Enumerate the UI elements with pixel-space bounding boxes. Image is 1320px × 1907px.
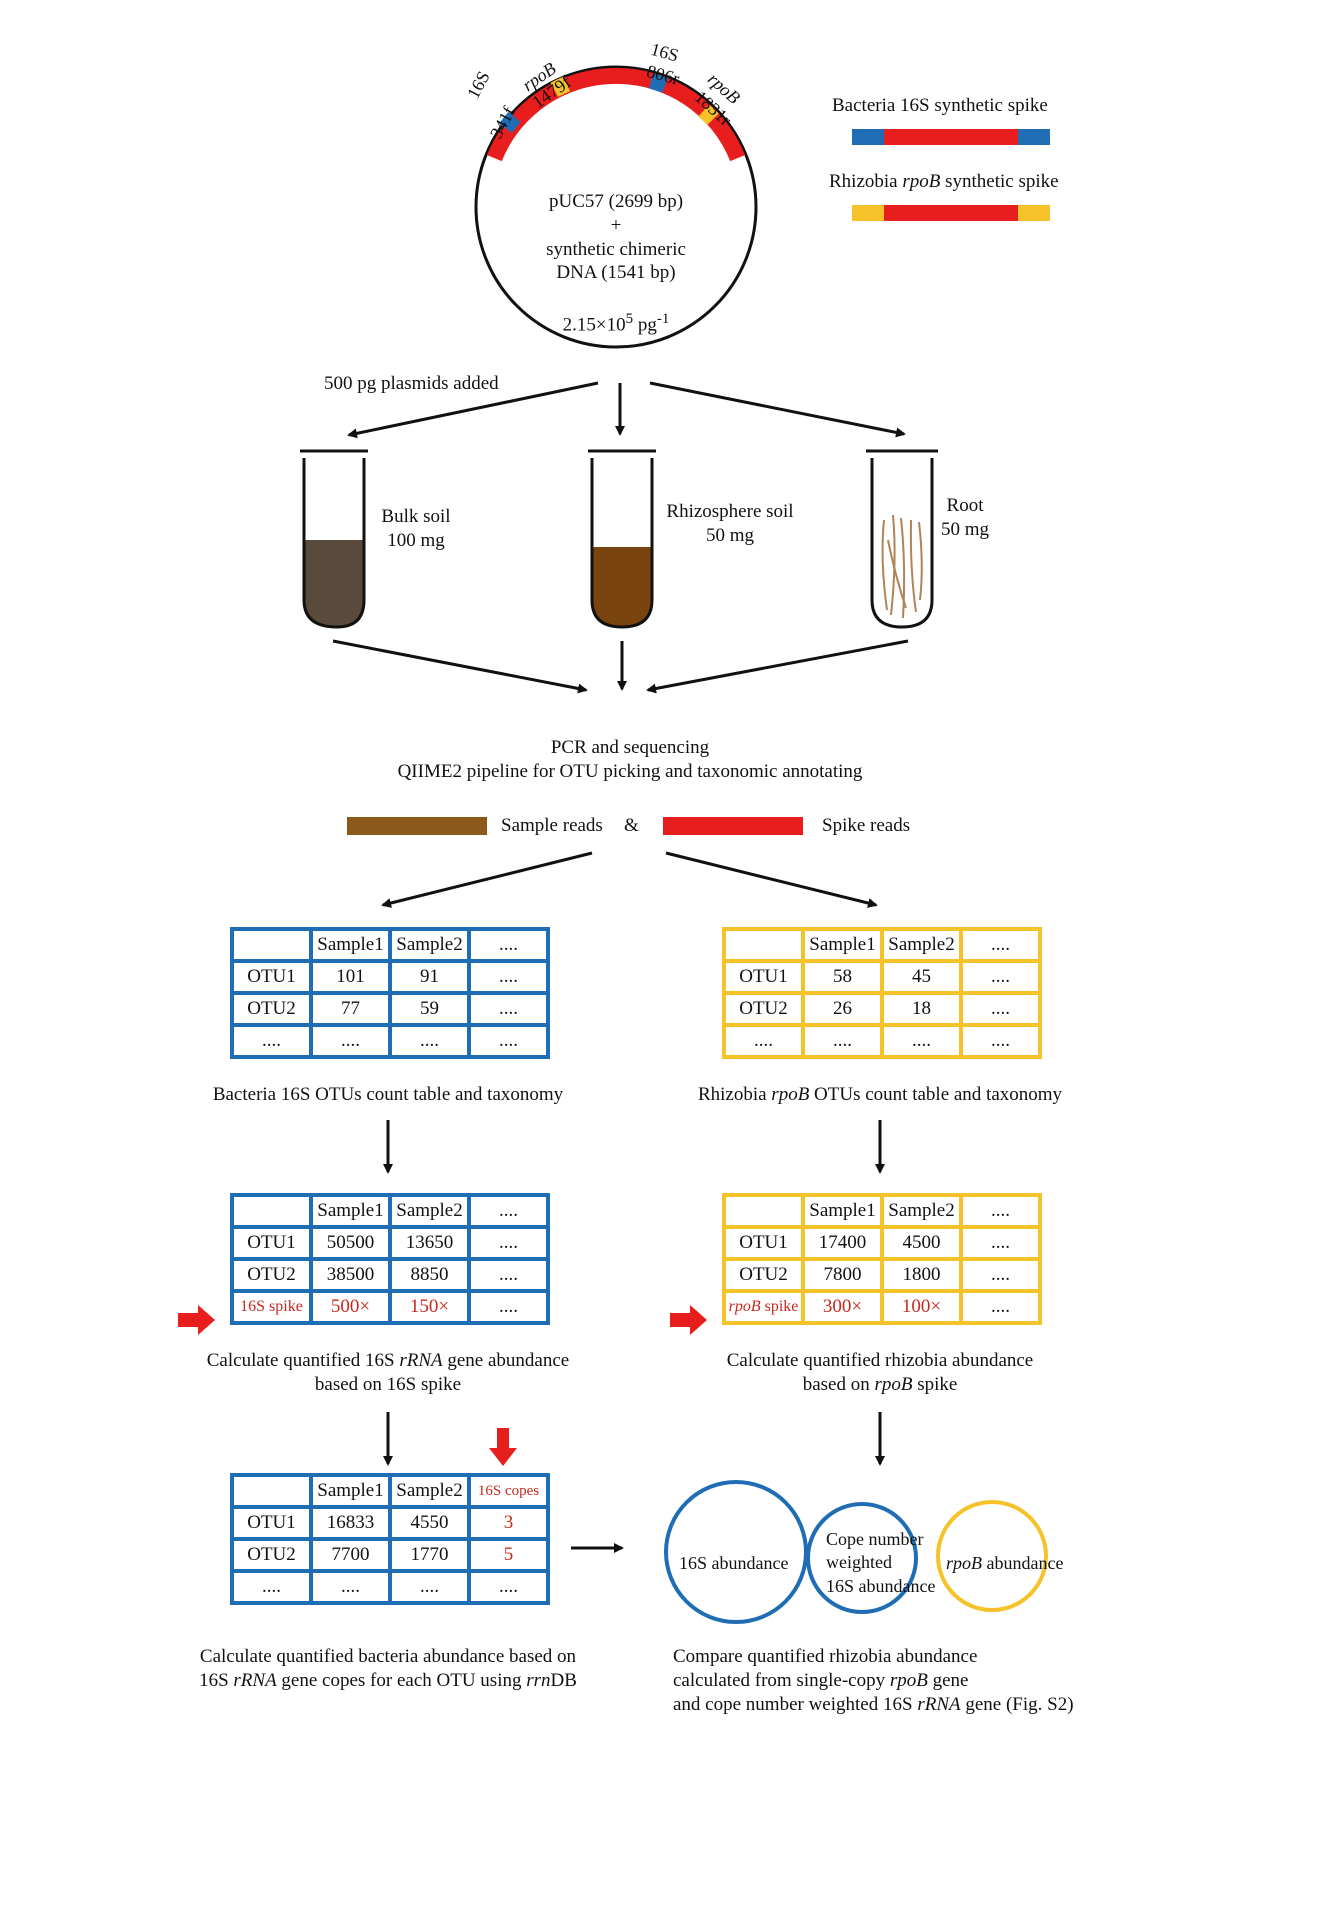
arc-rpob-1831r [698, 104, 719, 125]
sample-reads-bar [347, 817, 487, 835]
red-pointer-arrow-icon [670, 1305, 707, 1335]
bacteria-final-table: Sample1 Sample2 16S copes OTU1 16833 4550 3 O… [230, 1473, 550, 1605]
bacteria-final-caption: Calculate quantified bacteria abundance … [199, 1646, 577, 1691]
table-row: OTU1 17400 4500.... [722, 1225, 1042, 1261]
table-row: OTU2 26 18.... [722, 991, 1042, 1027]
bacteria-count-table: Sample1 Sample2.... OTU1 101 91.... OTU2 77 5… [230, 927, 550, 1059]
arrow-diagonal-icon [347, 381, 599, 439]
table-row: OTU2 77 59.... [230, 991, 550, 1027]
root-label: Root 50 mg [940, 495, 990, 540]
rhizosphere-label: Rhizosphere soil 50 mg [666, 501, 794, 546]
table-row: Sample1 Sample2 16S copes [230, 1473, 550, 1509]
compare-caption: Compare quantified rhizobia abundance ca… [673, 1646, 1074, 1715]
rhizobia-quantified-table: Sample1 Sample2.... OTU1 17400 4500.... OTU… [722, 1193, 1042, 1325]
venn-weighted-circle [806, 1502, 918, 1614]
plasmids-added-label: 500 pg plasmids added [324, 373, 499, 394]
rhizobia-count-caption: Rhizobia rpoB OTUs count table and taxon… [697, 1084, 1063, 1105]
spike-reads-bar [663, 817, 803, 835]
table-row: ................ [230, 1569, 550, 1605]
legend-rhizobia-label: Rhizobia rpoB synthetic spike [829, 171, 1059, 192]
red-pointer-arrow-icon [489, 1428, 517, 1466]
bacteria-quantified-caption: Calculate quantified 16S rRNA gene abund… [206, 1350, 570, 1395]
ampersand: & [624, 815, 639, 836]
plasmid-label: pUC57 (2699 bp) + synthetic chimeric DNA… [546, 191, 686, 284]
test-tube-icon [300, 449, 368, 629]
arrow-diagonal-icon [665, 851, 878, 908]
arrow-diagonal-icon [649, 381, 906, 438]
table-row: OTU1 58 45.... [722, 959, 1042, 995]
legend-rhizobia-bar [852, 205, 1050, 221]
arrow-diagonal-icon [332, 639, 588, 694]
venn-16s-label: 16S abundance [679, 1553, 789, 1573]
pipeline-label: PCR and sequencing QIIME2 pipeline for OT… [397, 737, 863, 782]
venn-rpob-circle [936, 1500, 1048, 1612]
test-tube-icon [866, 449, 938, 629]
table-row: OTU1 16833 4550 3 [230, 1505, 550, 1541]
sample-reads-label: Sample reads [501, 815, 603, 836]
test-tube-icon [588, 449, 656, 629]
table-row: ................ [230, 1023, 550, 1059]
red-pointer-arrow-icon [178, 1305, 215, 1335]
arc-16s-806r [648, 72, 669, 93]
arrow-diagonal-icon [381, 851, 593, 908]
spike-reads-label: Spike reads [822, 815, 911, 836]
arrow-diagonal-icon [646, 639, 909, 694]
spike-row: 16S spike 500× 150×.... [230, 1289, 550, 1325]
rhizobia-count-table: Sample1 Sample2.... OTU1 58 45.... OTU2 26 18… [722, 927, 1042, 1059]
table-row: Sample1 Sample2.... [230, 927, 550, 963]
table-row: Sample1 Sample2.... [722, 927, 1042, 963]
table-row: OTU1 101 91.... [230, 959, 550, 995]
venn-rpob-label: rpoB abundance [946, 1553, 1064, 1573]
bulk-soil-label: Bulk soil 100 mg [381, 506, 451, 551]
synthetic-dna-arc [486, 67, 746, 162]
table-row: OTU2 7700 1770 5 [230, 1537, 550, 1573]
table-row: ................ [722, 1023, 1042, 1059]
venn-weighted-label: Cope number weighted 16S abundance [826, 1529, 936, 1596]
venn-16s-circle [664, 1480, 808, 1624]
table-row: OTU1 50500 13650.... [230, 1225, 550, 1261]
rhizobia-quantified-caption: Calculate quantified rhizobia abundance … [726, 1350, 1034, 1395]
plasmid-concentration: 2.15×105 pg-1 [562, 311, 670, 336]
arc-16s-341f [498, 111, 521, 134]
table-row: OTU2 38500 8850.... [230, 1257, 550, 1293]
bacteria-count-caption: Bacteria 16S OTUs count table and taxono… [212, 1084, 564, 1105]
bacteria-quantified-table: Sample1 Sample2.... OTU1 50500 13650.... OT… [230, 1193, 550, 1325]
root-strands [881, 514, 923, 619]
table-row: Sample1 Sample2.... [722, 1193, 1042, 1229]
arc-rpob-1479f [550, 76, 571, 97]
plasmid-circle-icon [474, 65, 758, 349]
table-row: Sample1 Sample2.... [230, 1193, 550, 1229]
legend-bacteria-bar [852, 129, 1050, 145]
table-row: OTU2 7800 1800.... [722, 1257, 1042, 1293]
spike-row: rpoB spike 300× 100×.... [722, 1289, 1042, 1325]
legend-bacteria-label: Bacteria 16S synthetic spike [832, 95, 1048, 116]
